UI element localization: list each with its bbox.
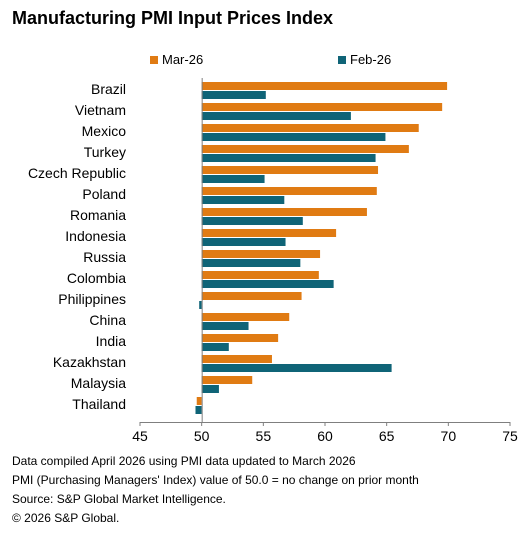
chart-notes: Data compiled April 2026 using PMI data … [12, 452, 419, 528]
bar-mar-26-mexico [201, 124, 419, 132]
bar-feb-26-india [201, 343, 229, 351]
bar-feb-26-china [201, 322, 249, 330]
bar-mar-26-indonesia [201, 229, 337, 237]
bar-mar-26-vietnam [201, 103, 443, 111]
bar-mar-26-kazakhstan [201, 355, 272, 363]
note-pmi-definition: PMI (Purchasing Managers' Index) value o… [12, 473, 419, 487]
category-label-mexico: Mexico [82, 123, 127, 139]
legend-item-feb-26: Feb-26 [338, 52, 391, 67]
bar-mar-26-czech-republic [201, 166, 379, 174]
bar-mar-26-romania [201, 208, 367, 216]
bar-feb-26-thailand [195, 406, 202, 414]
x-tick-label-75: 75 [502, 428, 518, 444]
x-tick-label-70: 70 [441, 428, 457, 444]
category-label-czech-republic: Czech Republic [28, 165, 126, 181]
category-label-colombia: Colombia [67, 270, 126, 286]
bar-mar-26-poland [201, 187, 377, 195]
x-tick-label-65: 65 [379, 428, 395, 444]
category-label-romania: Romania [70, 207, 126, 223]
note-data-compiled: Data compiled April 2026 using PMI data … [12, 454, 356, 468]
bar-feb-26-turkey [201, 154, 376, 162]
legend-label-mar-26: Mar-26 [162, 52, 204, 67]
category-label-thailand: Thailand [72, 396, 126, 412]
x-tick-label-55: 55 [256, 428, 272, 444]
category-label-russia: Russia [83, 249, 126, 265]
category-label-kazakhstan: Kazakhstan [53, 354, 126, 370]
legend-swatch-mar-26 [150, 56, 158, 64]
legend-label-feb-26: Feb-26 [350, 52, 392, 67]
bar-mar-26-india [201, 334, 279, 342]
bar-feb-26-brazil [201, 91, 266, 99]
category-label-indonesia: Indonesia [65, 228, 126, 244]
bar-mar-26-colombia [201, 271, 319, 279]
bar-mar-26-china [201, 313, 290, 321]
category-label-china: China [89, 312, 126, 328]
bar-mar-26-philippines [201, 292, 302, 300]
category-label-brazil: Brazil [91, 81, 126, 97]
category-label-vietnam: Vietnam [75, 102, 126, 118]
bar-mar-26-malaysia [201, 376, 253, 384]
bar-feb-26-romania [201, 217, 303, 225]
bar-mar-26-brazil [201, 82, 448, 90]
bar-feb-26-kazakhstan [201, 364, 392, 372]
category-label-philippines: Philippines [58, 291, 126, 307]
bar-feb-26-russia [201, 259, 301, 267]
bar-mar-26-turkey [201, 145, 409, 153]
category-label-poland: Poland [82, 186, 126, 202]
bar-feb-26-colombia [201, 280, 334, 288]
x-tick-label-60: 60 [317, 428, 333, 444]
note-copyright: © 2026 S&P Global. [12, 511, 120, 525]
chart-title: Manufacturing PMI Input Prices Index [12, 8, 334, 28]
bar-feb-26-poland [201, 196, 285, 204]
bar-feb-26-vietnam [201, 112, 351, 120]
legend-swatch-feb-26 [338, 56, 346, 64]
category-label-india: India [96, 333, 127, 349]
x-tick-label-45: 45 [132, 428, 148, 444]
bar-feb-26-philippines [199, 301, 202, 309]
bar-feb-26-czech-republic [201, 175, 265, 183]
x-tick-label-50: 50 [194, 428, 210, 444]
legend-item-mar-26: Mar-26 [150, 52, 203, 67]
bar-feb-26-malaysia [201, 385, 219, 393]
bar-mar-26-thailand [196, 397, 202, 405]
category-label-malaysia: Malaysia [71, 375, 126, 391]
bar-mar-26-russia [201, 250, 321, 258]
note-source: Source: S&P Global Market Intelligence. [12, 492, 226, 506]
category-label-turkey: Turkey [84, 144, 126, 160]
bar-feb-26-indonesia [201, 238, 286, 246]
bar-feb-26-mexico [201, 133, 386, 141]
